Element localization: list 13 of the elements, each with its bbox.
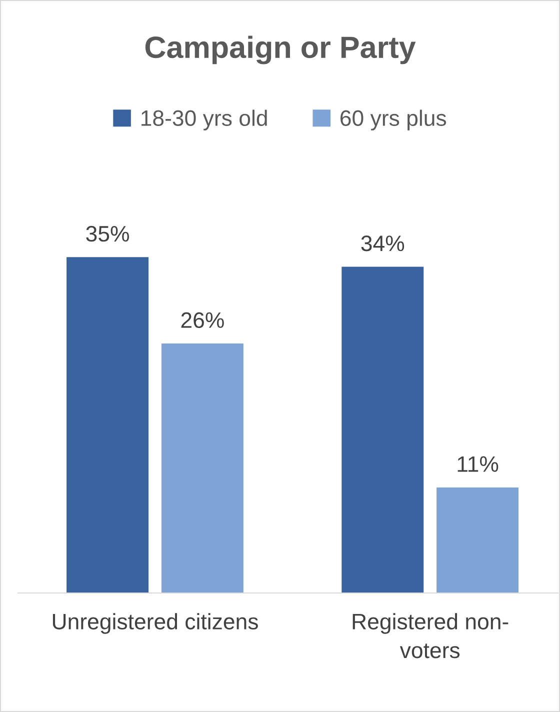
data-label: 26%: [181, 312, 224, 328]
bar: [161, 344, 244, 593]
data-label: 34%: [361, 236, 404, 252]
legend-label: 18-30 yrs old: [142, 110, 267, 130]
data-label: 35%: [86, 226, 129, 242]
data-label: 11%: [458, 456, 498, 472]
x-tick-label: Unregistered citizens: [52, 613, 258, 634]
bar: [342, 266, 424, 593]
x-tick-label: Registered non-voters: [352, 613, 508, 658]
bar: [66, 257, 149, 593]
chart-title: Campaign or Party: [145, 36, 416, 64]
bar: [436, 487, 519, 593]
legend-label: 60 yrs plus: [340, 110, 446, 130]
